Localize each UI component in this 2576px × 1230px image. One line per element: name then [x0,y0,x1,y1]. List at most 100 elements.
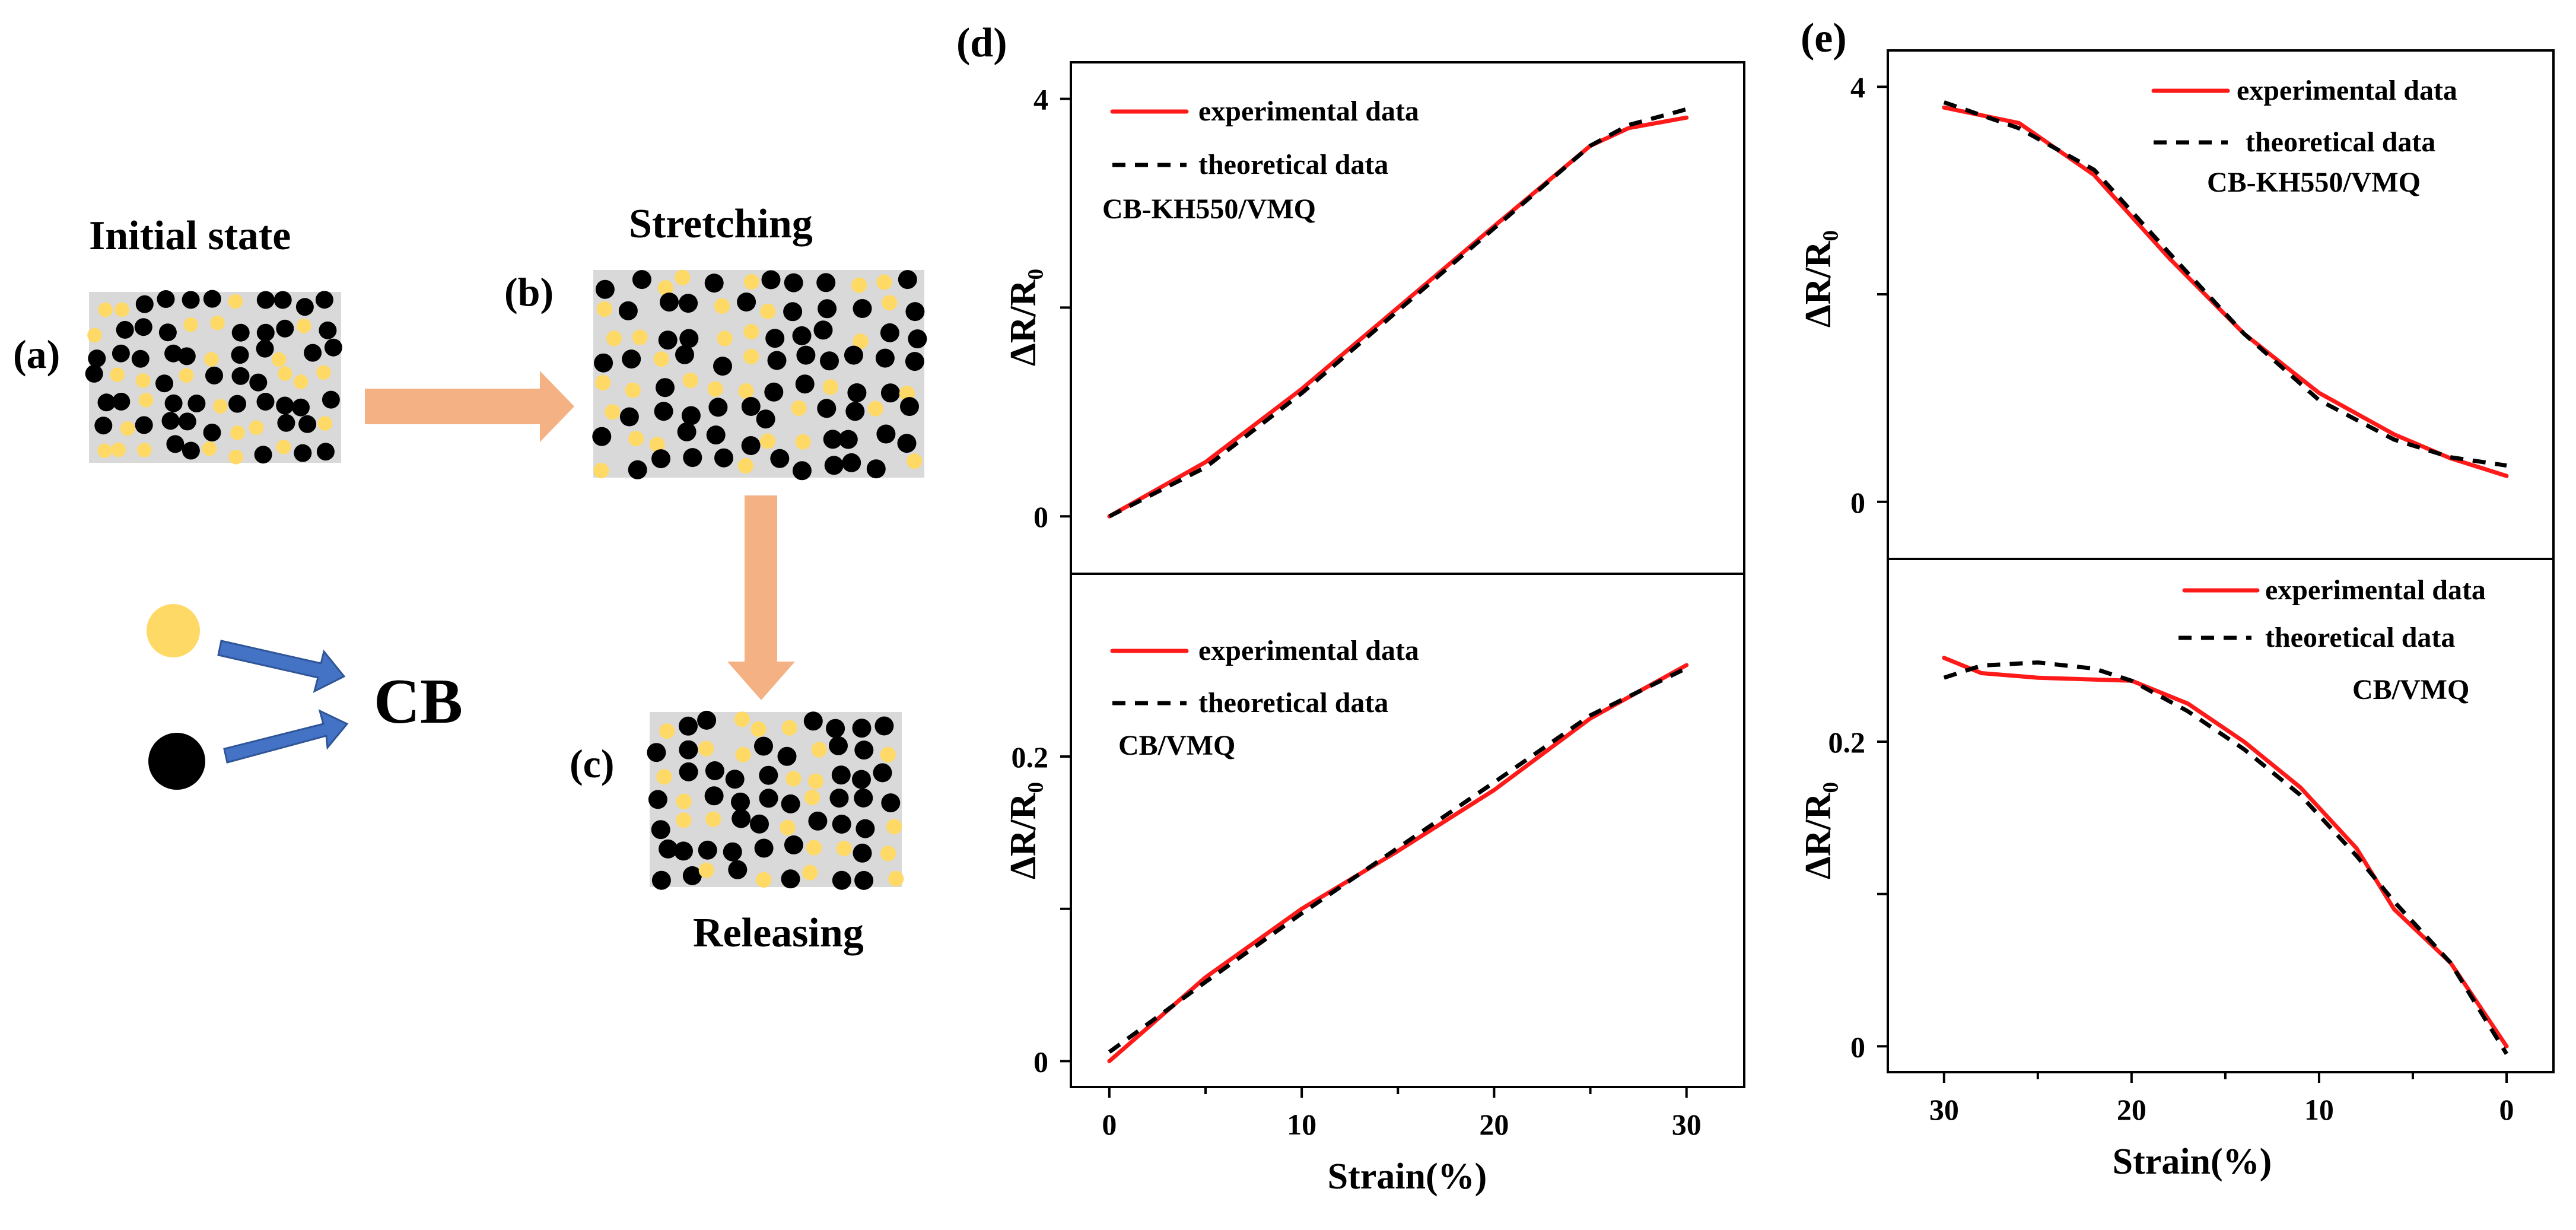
cb-particle [737,293,756,312]
filler-particle [296,319,311,333]
filler-particle [734,711,750,727]
y-tick-label: 4 [1033,83,1048,116]
filler-particle [276,440,291,455]
series-theoretical-line [1108,107,1687,519]
cb-particle [854,740,874,760]
cb-particle [852,719,872,738]
filler-particle [605,404,621,420]
cb-particle [134,318,152,336]
d-bottom-annotation: CB/VMQ [1118,730,1235,761]
y-tick-label: 0 [1033,500,1048,533]
cb-particle [679,762,698,781]
filler-particle [743,274,760,290]
legend-theoretical-label: theoretical data [2265,622,2455,653]
filler-particle [137,443,152,457]
y-tick-label: 0.2 [1828,726,1866,759]
release-arrow [727,495,795,700]
filler-particle [111,442,126,457]
cb-particle [803,711,823,731]
filler-particle [625,382,641,398]
cb-particle [682,866,702,885]
filler-particle [785,771,802,787]
cb-particle [792,461,812,481]
cb-particle [182,441,200,460]
cb-particle [298,415,317,433]
panel-label-a: (a) [13,332,60,377]
e-top-annotation: CB-KH550/VMQ [2207,167,2421,198]
cb-particle [731,792,750,812]
filler-particle [822,379,839,395]
releasing-title: Releasing [693,910,864,956]
filler-particle [278,366,292,381]
filler-particle [867,401,883,417]
cb-particle [854,870,874,890]
cb-particle [231,346,249,364]
filler-particle [183,317,198,332]
cb-particle [659,839,678,859]
cb-particle [294,444,312,462]
cb-particle [823,430,842,449]
cb-particle [796,345,816,365]
cb-particle [273,291,292,309]
cb-particle [254,446,272,464]
cb-particle [277,414,295,432]
cb-particle [813,320,833,340]
filler-particle [649,437,665,453]
cb-particle [295,298,314,316]
cb-particle [256,339,274,358]
cb-particle [651,449,670,469]
cb-particle [157,290,175,308]
filler-particle [272,352,287,367]
panel-label-d: (d) [956,20,1007,66]
cb-particle [845,402,865,421]
particles-released [647,710,904,890]
cb-particle [829,736,848,755]
d-bottom-ylabel: ΔR/R₀ [1003,782,1044,879]
cb-particle [844,345,863,365]
cb-particle [112,392,131,411]
filler-particle [880,846,896,862]
legend-theoretical-label: theoretical data [1198,149,1388,180]
cb-particle [817,399,837,418]
filler-particle [743,323,759,340]
cb-particle [818,299,837,319]
cb-particle [679,329,699,348]
d-top-ylabel: ΔR/R₀ [1003,269,1044,366]
cb-particle [618,301,638,320]
cb-particle [754,838,774,858]
cb-particle [177,347,196,365]
x-tick-label: 20 [1479,1108,1509,1141]
cb-particle [847,383,867,402]
blue-arrow-upper [217,640,346,693]
panel-e: (e) ΔR/R₀ experimental data theoretical … [1798,15,2555,1182]
cb-particle [767,351,787,370]
chart-e-bottom: ΔR/R₀ experimental data theoretical data… [1798,574,2514,1182]
cb-particle [908,329,927,349]
e-bottom-ylabel: ΔR/R₀ [1798,782,1839,879]
cb-particle [853,843,872,863]
cb-particle [826,719,845,738]
y-tick-label: 0 [1850,486,1865,519]
particles-stretched [592,269,927,481]
filler-particle [882,295,898,311]
filler-particle [851,277,867,293]
cb-particle [832,870,851,890]
filler-particle [811,742,827,758]
cb-particle [674,841,693,861]
cb-particle [754,736,773,756]
cb-particle [784,273,803,293]
cb-particle [816,273,836,293]
cb-particle [714,448,733,468]
cb-particle [324,338,342,357]
cb-particle [866,459,886,479]
filler-particle [781,720,797,736]
legend-experimental-label: experimental data [2237,75,2457,106]
filler-particle [756,872,772,888]
particles-initial [85,290,342,465]
cb-particle [873,763,892,783]
legend-experimental-label: experimental data [1198,96,1419,127]
filler-particle [675,269,691,285]
cb-particle [131,349,150,368]
filler-particle [210,316,225,330]
cb-particle [135,416,153,434]
